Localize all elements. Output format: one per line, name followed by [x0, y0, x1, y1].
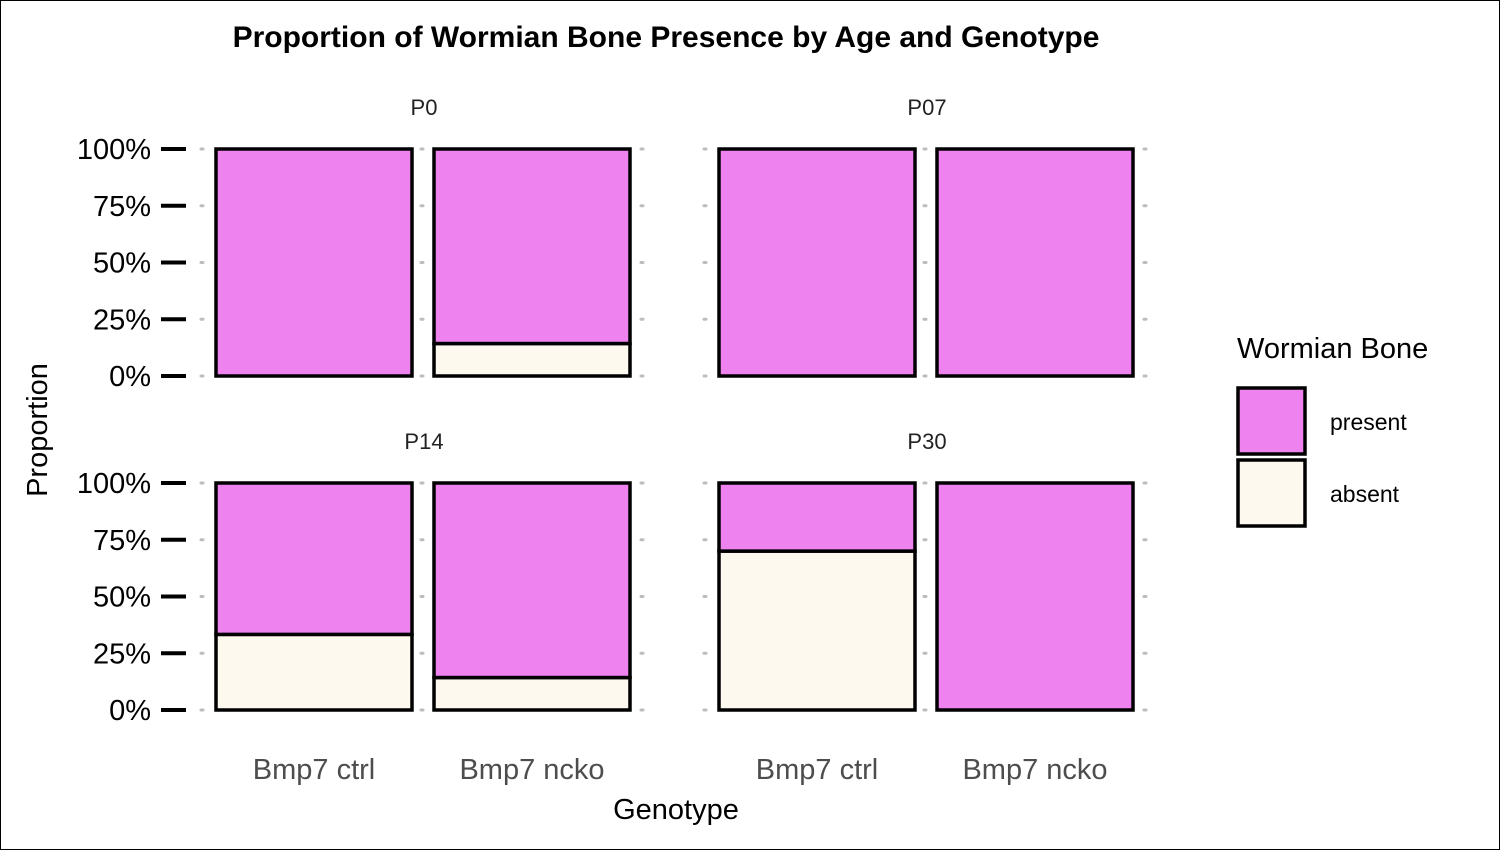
x-tick-label: Bmp7 ncko	[962, 754, 1107, 786]
facet-panel-p07: P07	[702, 95, 1158, 378]
y-tick-label: 25%	[93, 638, 151, 670]
bar-present	[432, 147, 632, 346]
x-tick-label: Bmp7 ctrl	[756, 754, 878, 786]
bar-present	[935, 481, 1135, 712]
bar-present	[717, 481, 917, 553]
facet-label: P07	[907, 95, 946, 120]
legend-title: Wormian Bone	[1237, 333, 1428, 365]
facet-label: P30	[907, 429, 946, 454]
bar-absent	[432, 341, 632, 378]
y-tick-label: 100%	[77, 134, 151, 166]
bar-present	[717, 147, 917, 378]
facet-label: P14	[404, 429, 443, 454]
facet-panels: P0 0% 25% 50% 75% 100% P07 P14 0% 25% 50% 75% 100% Bm…	[77, 95, 1158, 786]
legend-key-present	[1236, 386, 1307, 456]
bar-absent	[717, 549, 917, 712]
chart-title: Proportion of Wormian Bone Presence by A…	[233, 21, 1100, 54]
x-tick-label: Bmp7 ctrl	[253, 754, 375, 786]
bar-present	[214, 147, 414, 378]
y-tick-label: 0%	[109, 695, 151, 727]
legend: Wormian Bone present absent	[1236, 333, 1428, 528]
bar-present	[432, 481, 632, 680]
y-tick-label: 50%	[93, 248, 151, 280]
bar-present	[935, 147, 1135, 378]
y-tick-label: 50%	[93, 582, 151, 614]
y-tick-label: 25%	[93, 304, 151, 336]
legend-label-present: present	[1330, 409, 1407, 435]
y-axis-label: Proportion	[22, 363, 54, 497]
bar-absent	[432, 675, 632, 712]
x-axis-label: Genotype	[613, 794, 739, 826]
facet-label: P0	[411, 95, 438, 120]
legend-label-absent: absent	[1330, 481, 1400, 507]
bar-absent	[214, 632, 414, 712]
y-tick-label: 0%	[109, 361, 151, 393]
y-tick-label: 75%	[93, 191, 151, 223]
y-tick-label: 75%	[93, 525, 151, 557]
facet-panel-p0: P0 0% 25% 50% 75% 100%	[77, 95, 655, 393]
facet-panel-p30: P30 Bmp7 ctrl Bmp7 ncko	[702, 429, 1158, 786]
y-tick-label: 100%	[77, 468, 151, 500]
x-tick-label: Bmp7 ncko	[459, 754, 604, 786]
bar-present	[214, 481, 414, 637]
facet-panel-p14: P14 0% 25% 50% 75% 100% Bmp7 ctrl Bmp7 ncko	[77, 429, 655, 786]
legend-key-absent	[1236, 458, 1307, 528]
